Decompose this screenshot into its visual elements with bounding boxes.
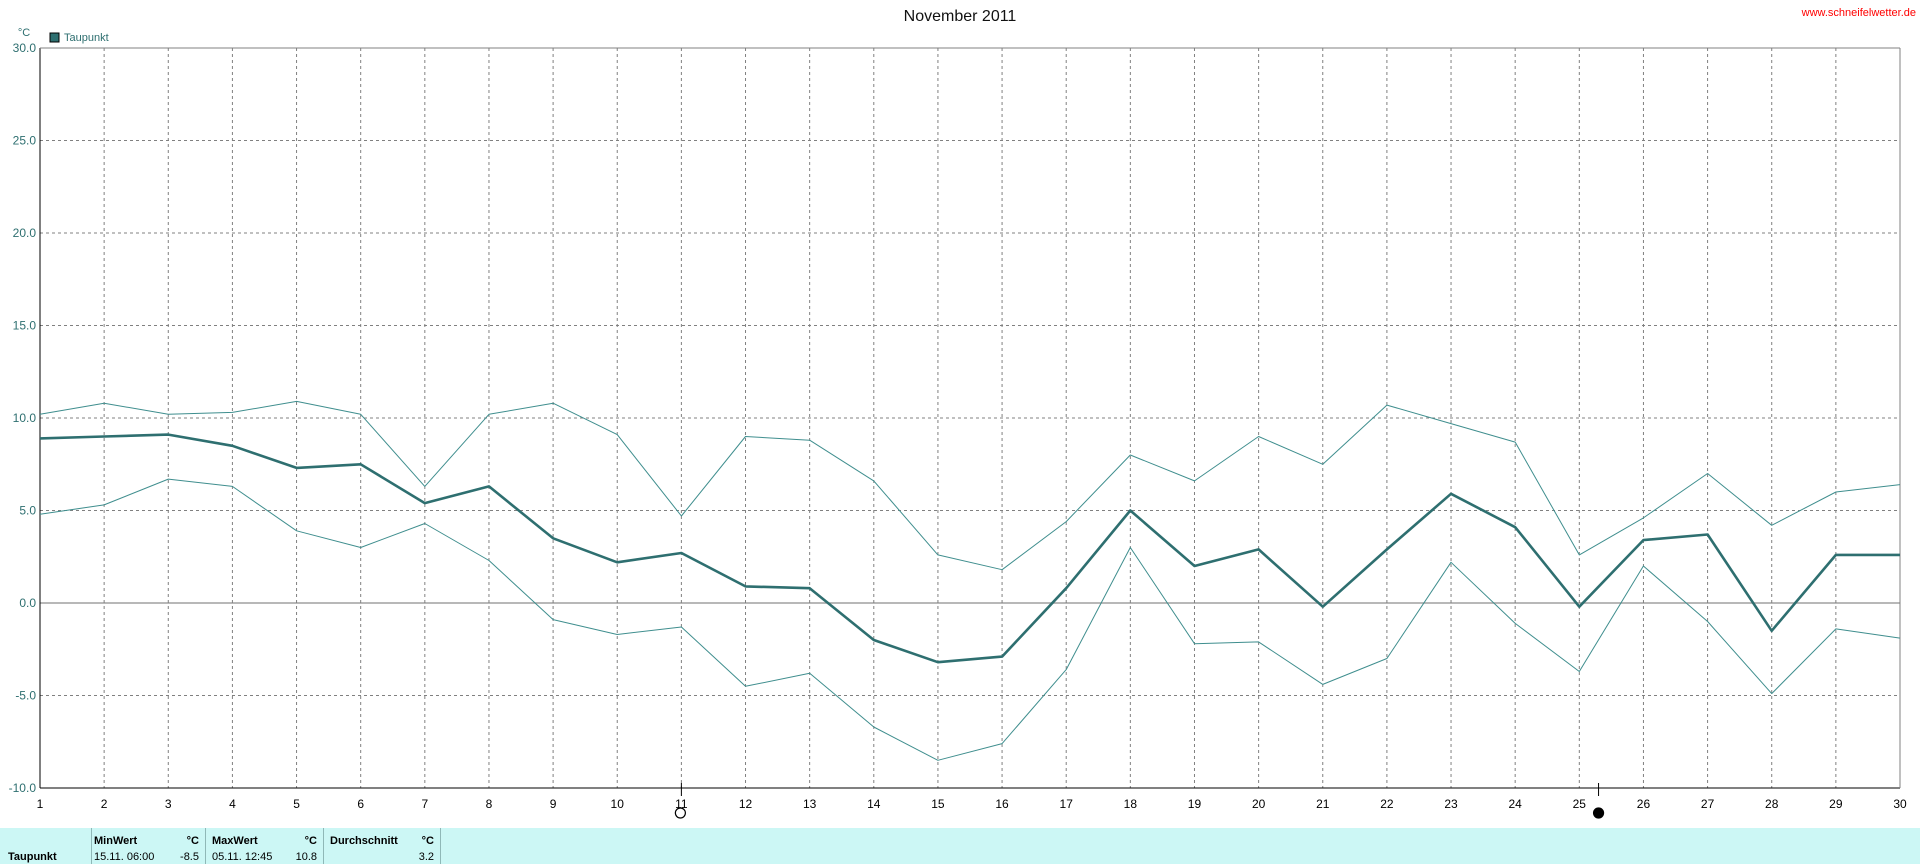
y-tick-label: 10.0 [13, 411, 37, 425]
series-min-line [39, 478, 1901, 761]
series [39, 400, 1901, 761]
y-tick-label: 25.0 [13, 134, 37, 148]
x-tick-label: 1 [37, 797, 44, 811]
x-tick-labels: 1 2 3 4 5 6 7 8 9 10 11 12 13 14 15 16 17 18 19 20 21 22 23 24 2… [37, 797, 1907, 811]
x-tick-label: 19 [1188, 797, 1202, 811]
max-unit: °C [304, 835, 317, 847]
x-tick-label: 26 [1637, 797, 1651, 811]
stats-series-label: Taupunkt [8, 851, 57, 863]
avg-unit: °C [421, 835, 434, 847]
series-max-line [39, 400, 1901, 571]
x-tick-label: 4 [229, 797, 236, 811]
x-tick-label: 14 [867, 797, 881, 811]
avg-value: 3.2 [418, 851, 434, 863]
x-tick-label: 29 [1829, 797, 1843, 811]
x-tick-label: 6 [357, 797, 364, 811]
min-header: MinWert [94, 835, 138, 847]
stats-avg-cell: Durchschnitt °C 3.2 [324, 828, 441, 864]
chart-title: November 2011 [904, 8, 1017, 25]
min-unit: °C [186, 835, 199, 847]
x-tick-label: 10 [611, 797, 625, 811]
chart-canvas: November 2011 www.schneifelwetter.de °C … [9, 7, 1916, 819]
y-tick-label: 30.0 [13, 41, 37, 55]
axes [39, 47, 1901, 789]
stats-max-cell: MaxWert °C 05.11. 12:45 10.8 [206, 828, 324, 864]
max-header: MaxWert [212, 835, 258, 847]
x-tick-label: 24 [1508, 797, 1522, 811]
y-tick-label: 5.0 [19, 504, 36, 518]
x-tick-label: 30 [1893, 797, 1907, 811]
max-time: 05.11. 12:45 [212, 851, 273, 863]
x-tick-label: 17 [1060, 797, 1074, 811]
stats-bar: Taupunkt MinWert °C 15.11. 06:00 -8.5 Ma… [0, 828, 1920, 864]
y-tick-label: 20.0 [13, 226, 37, 240]
x-tick-label: 27 [1701, 797, 1715, 811]
x-tick-label: 5 [293, 797, 300, 811]
grid [40, 48, 1900, 788]
legend: Taupunkt [49, 32, 109, 44]
min-value: -8.5 [180, 851, 199, 863]
x-tick-label: 18 [1124, 797, 1138, 811]
new-moon-icon [1592, 807, 1605, 819]
x-tick-label: 20 [1252, 797, 1266, 811]
y-tick-label: -5.0 [15, 689, 36, 703]
site-url[interactable]: www.schneifelwetter.de [1801, 7, 1916, 19]
x-tick-label: 12 [739, 797, 753, 811]
x-tick-label: 2 [101, 797, 108, 811]
series-mean-line [39, 433, 1900, 664]
y-tick-label: 0.0 [19, 596, 36, 610]
x-tick-label: 7 [421, 797, 428, 811]
x-tick-label: 15 [931, 797, 945, 811]
stats-label-cell: Taupunkt [0, 828, 92, 864]
x-tick-label: 13 [803, 797, 817, 811]
x-tick-label: 8 [486, 797, 493, 811]
stats-min-cell: MinWert °C 15.11. 06:00 -8.5 [92, 828, 206, 864]
x-tick-label: 3 [165, 797, 172, 811]
x-tick-label: 25 [1573, 797, 1587, 811]
y-axis-unit: °C [18, 27, 30, 39]
max-value: 10.8 [295, 851, 317, 863]
moon-phases [674, 783, 1605, 819]
x-tick-label: 23 [1444, 797, 1458, 811]
y-tick-labels: 30.0 25.0 20.0 15.0 10.0 5.0 0.0 -5.0 -10.0 [9, 41, 37, 795]
full-moon-icon [674, 807, 686, 819]
legend-swatch [49, 32, 60, 43]
x-tick-label: 16 [995, 797, 1009, 811]
avg-header: Durchschnitt [330, 835, 398, 847]
y-tick-label: 15.0 [13, 319, 37, 333]
x-tick-label: 21 [1316, 797, 1330, 811]
y-tick-label: -10.0 [9, 781, 37, 795]
x-tick-label: 11 [675, 797, 688, 811]
x-tick-label: 28 [1765, 797, 1779, 811]
legend-label: Taupunkt [64, 32, 109, 44]
x-tick-label: 9 [550, 797, 557, 811]
x-tick-label: 22 [1380, 797, 1394, 811]
min-time: 15.11. 06:00 [94, 851, 155, 863]
